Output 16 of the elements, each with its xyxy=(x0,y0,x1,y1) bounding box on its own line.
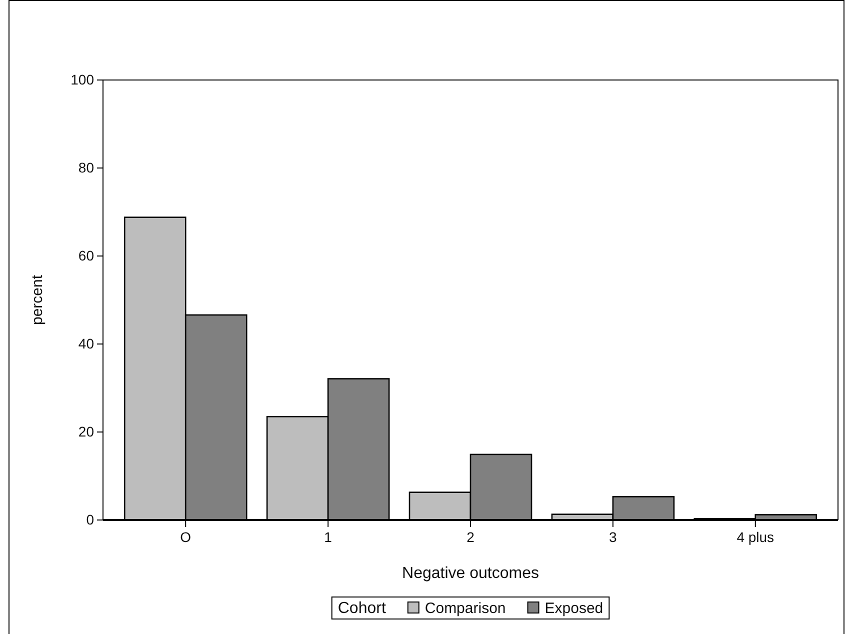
x-tick-label: 3 xyxy=(609,529,618,545)
x-tick-label: O xyxy=(180,529,192,545)
y-tick-label: 60 xyxy=(78,247,94,264)
x-tick-label: 4 plus xyxy=(736,529,774,545)
x-axis-title: Negative outcomes xyxy=(402,565,539,582)
x-tick-label: 1 xyxy=(324,529,332,545)
y-tick-label: 0 xyxy=(86,511,94,528)
y-tick-label: 100 xyxy=(70,71,94,88)
y-tick-label: 80 xyxy=(78,159,94,176)
legend-label: Exposed xyxy=(544,600,604,617)
y-tick-label: 40 xyxy=(78,335,94,352)
y-tick-label: 20 xyxy=(78,423,94,440)
y-axis-title: percent xyxy=(29,274,46,326)
x-tick-label: 2 xyxy=(466,529,475,545)
legend-label: Comparison xyxy=(424,600,506,617)
legend-title: Cohort xyxy=(338,600,386,617)
